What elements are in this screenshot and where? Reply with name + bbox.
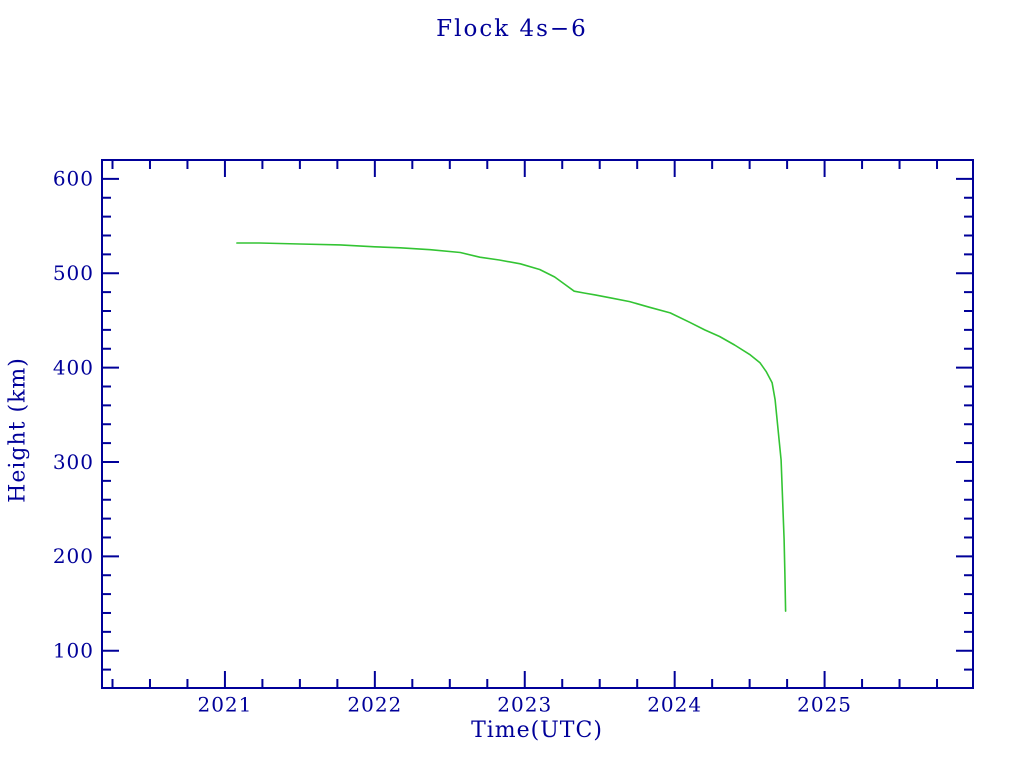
y-tick-label: 500: [53, 261, 94, 285]
x-tick-label: 2024: [647, 692, 702, 716]
x-tick-label: 2025: [797, 692, 852, 716]
y-tick-label: 600: [53, 167, 94, 191]
plot-frame: [101, 159, 974, 689]
y-axis-label: Height (km): [5, 357, 31, 503]
y-tick-label: 400: [53, 355, 94, 379]
height-decay-line: [236, 242, 787, 612]
y-tick-label: 300: [53, 450, 94, 474]
x-tick-label: 2021: [197, 692, 252, 716]
y-tick-label: 200: [53, 544, 94, 568]
x-axis-label: Time(UTC): [471, 718, 603, 743]
x-tick-label: 2023: [497, 692, 552, 716]
chart-title: Flock 4s−6: [436, 16, 588, 42]
x-tick-label: 2022: [347, 692, 402, 716]
y-tick-label: 100: [53, 639, 94, 663]
